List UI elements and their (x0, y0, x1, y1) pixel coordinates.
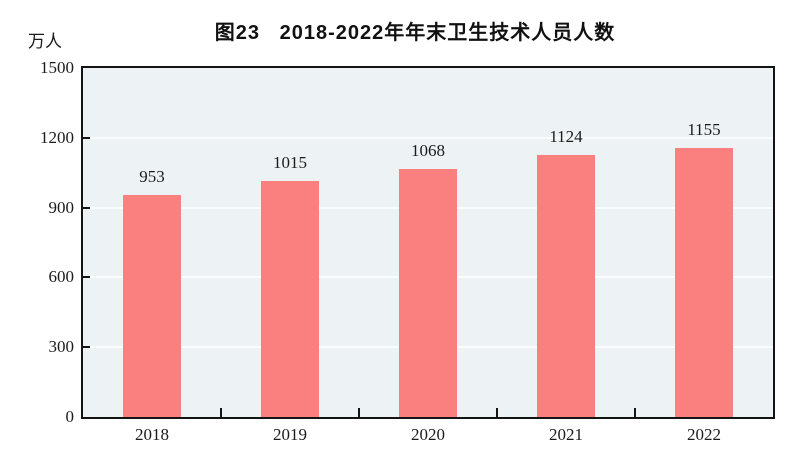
y-axis-tick-label: 300 (48, 337, 75, 357)
x-axis-tick-label: 2022 (687, 425, 721, 444)
bar-value-label: 953 (139, 167, 165, 187)
y-tick-mark (83, 206, 90, 209)
bar-value-label: 1068 (411, 140, 445, 160)
x-axis-tick-label: 2021 (549, 425, 583, 444)
x-tick-mark (634, 408, 636, 417)
x-tick-mark (220, 408, 222, 417)
x-axis-tick-label: 2020 (411, 425, 445, 444)
x-axis-tick-label: 2018 (135, 425, 169, 444)
y-axis-tick-label: 1200 (40, 127, 74, 147)
bar (123, 195, 181, 417)
bar-value-label: 1155 (687, 120, 721, 140)
y-tick-mark (83, 276, 90, 279)
y-axis-tick-label: 0 (65, 407, 75, 426)
bar (537, 155, 595, 417)
bar (675, 148, 733, 417)
chart-title: 图23 2018-2022年年末卫生技术人员人数 (214, 22, 616, 44)
bar (399, 168, 457, 417)
y-axis-tick-label: 1500 (40, 58, 74, 77)
y-axis-tick-label: 600 (48, 267, 75, 287)
bar (261, 180, 319, 417)
bar-value-label: 1124 (549, 127, 583, 147)
bar-value-label: 1015 (273, 152, 307, 172)
y-tick-mark (83, 346, 90, 349)
x-axis-tick-label: 2019 (273, 425, 307, 444)
x-tick-mark (358, 408, 360, 417)
y-axis-unit-label: 万人 (28, 32, 62, 51)
y-axis-tick-label: 900 (48, 197, 75, 217)
gridline (83, 136, 773, 139)
x-tick-mark (496, 408, 498, 417)
plot-area: 953 1015 1068 1124 1155 (81, 66, 775, 419)
plot-inner: 953 1015 1068 1124 1155 (83, 68, 773, 417)
y-tick-mark (83, 136, 90, 139)
